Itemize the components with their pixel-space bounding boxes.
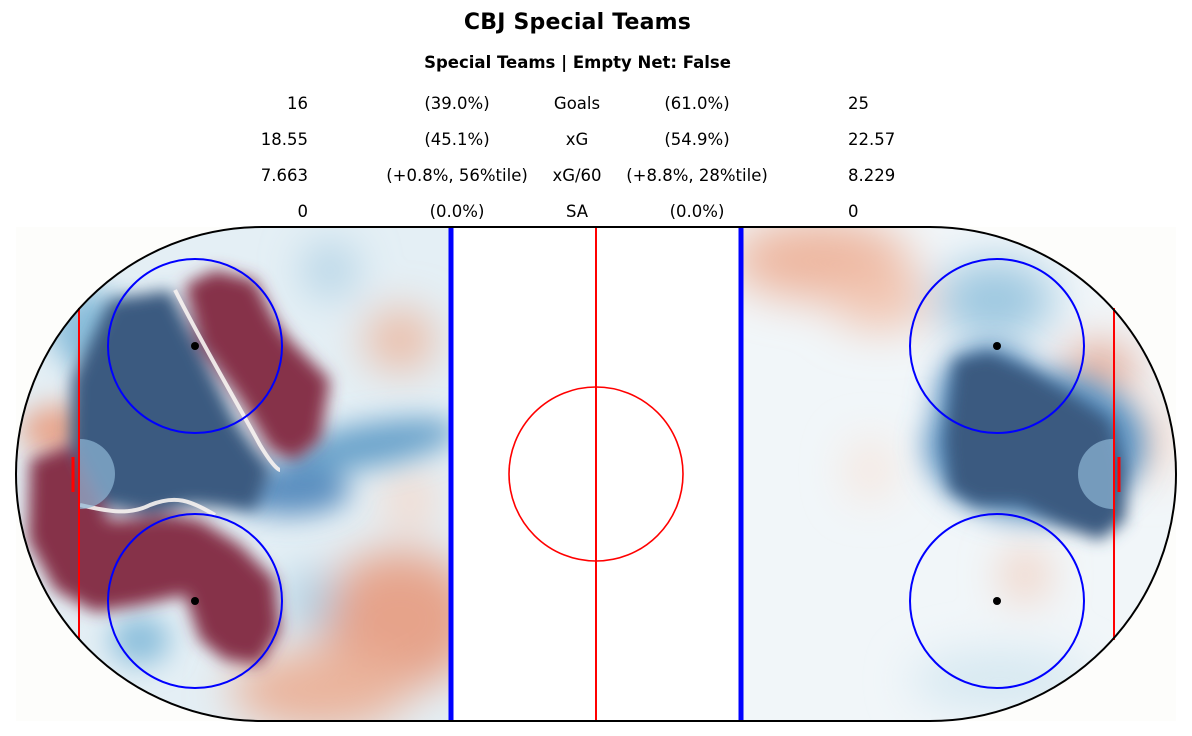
stat-row-sa: 0 (0.0%) SA (0.0%) 0 [0, 202, 1192, 226]
faceoff-dot [191, 342, 199, 350]
team-xg60: 7.663 [260, 166, 308, 185]
team-goals-pct: (39.0%) [424, 94, 490, 113]
faceoff-dot [993, 597, 1001, 605]
opp-sa: 0 [848, 202, 859, 221]
faceoff-dot [191, 597, 199, 605]
rink-boards [14, 226, 1178, 722]
stat-row-xg60: 7.663 (+0.8%, 56%tile) xG/60 (+8.8%, 28%… [0, 166, 1192, 190]
metric-label-xg60: xG/60 [552, 166, 602, 185]
opp-xg60: 8.229 [848, 166, 896, 185]
metric-label-xg: xG [565, 130, 589, 149]
right-top-faceoff-circle [909, 258, 1085, 434]
chart-subtitle: Special Teams | Empty Net: False [424, 53, 731, 72]
opp-xg60-pct: (+8.8%, 28%tile) [626, 166, 768, 185]
opp-sa-pct: (0.0%) [669, 202, 725, 221]
opp-goals-pct: (61.0%) [664, 94, 730, 113]
left-top-faceoff-circle [107, 258, 283, 434]
faceoff-dot [993, 342, 1001, 350]
team-xg: 18.55 [260, 130, 308, 149]
team-xg-pct: (45.1%) [424, 130, 490, 149]
chart-title: CBJ Special Teams [463, 10, 692, 35]
right-goal-crease [1078, 439, 1113, 509]
opp-xg-pct: (54.9%) [664, 130, 730, 149]
opp-xg: 22.57 [848, 130, 896, 149]
left-bottom-faceoff-circle [107, 513, 283, 689]
team-sa: 0 [297, 202, 309, 221]
stat-row-goals: 16 (39.0%) Goals (61.0%) 25 [0, 94, 1192, 118]
team-xg60-pct: (+0.8%, 56%tile) [386, 166, 528, 185]
right-bottom-faceoff-circle [909, 513, 1085, 689]
opp-goals: 25 [848, 94, 869, 113]
team-sa-pct: (0.0%) [429, 202, 485, 221]
center-faceoff-circle [508, 386, 684, 562]
left-goal-crease [80, 439, 115, 509]
stat-row-xg: 18.55 (45.1%) xG (54.9%) 22.57 [0, 130, 1192, 154]
team-goals: 16 [287, 94, 308, 113]
metric-label-sa: SA [565, 202, 589, 221]
metric-label-goals: Goals [553, 94, 601, 113]
